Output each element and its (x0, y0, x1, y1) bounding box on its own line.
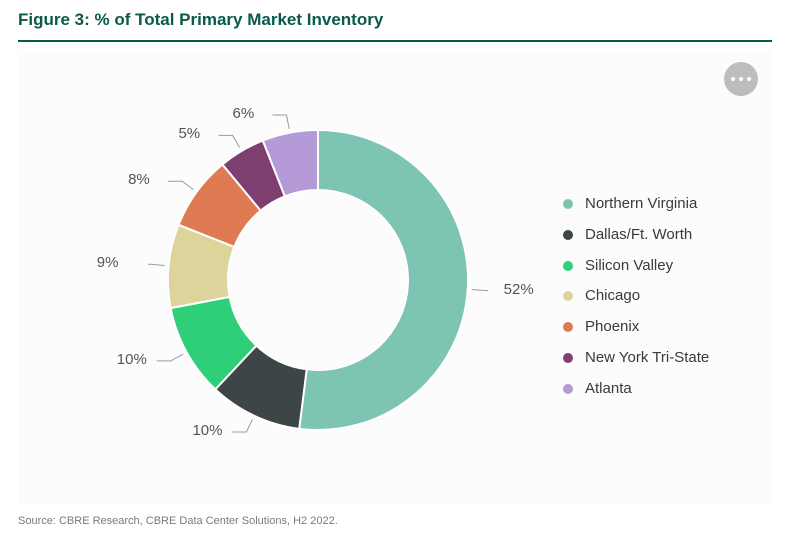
figure-container: Figure 3: % of Total Primary Market Inve… (0, 0, 790, 555)
slice-label-5: 5% (178, 125, 200, 142)
more-options-button[interactable] (724, 62, 758, 96)
leader-line (157, 354, 183, 361)
legend-item-5[interactable]: New York Tri-State (563, 349, 748, 368)
slice-label-6: 6% (233, 105, 255, 122)
donut-chart: 52%10%10%9%8%5%6% (148, 110, 488, 450)
legend-swatch (563, 384, 573, 394)
slice-label-0: 52% (504, 281, 534, 298)
legend-swatch (563, 291, 573, 301)
legend-item-4[interactable]: Phoenix (563, 318, 748, 337)
legend-item-0[interactable]: Northern Virginia (563, 195, 748, 214)
legend-label: Chicago (585, 287, 640, 306)
legend-label: New York Tri-State (585, 349, 709, 368)
legend-swatch (563, 322, 573, 332)
legend-label: Silicon Valley (585, 257, 673, 276)
legend-swatch (563, 261, 573, 271)
figure-title: Figure 3: % of Total Primary Market Inve… (18, 10, 772, 30)
leader-line (148, 264, 165, 265)
leader-line (273, 115, 290, 129)
legend-label: Atlanta (585, 380, 632, 399)
donut-slice-0[interactable] (299, 130, 468, 430)
leader-line (232, 419, 252, 432)
slice-label-3: 9% (97, 254, 119, 271)
chart-panel: 52%10%10%9%8%5%6% Northern VirginiaDalla… (18, 50, 772, 505)
legend-swatch (563, 353, 573, 363)
slice-label-1: 10% (192, 422, 222, 439)
legend-item-2[interactable]: Silicon Valley (563, 257, 748, 276)
legend-label: Dallas/Ft. Worth (585, 226, 692, 245)
donut-svg (148, 110, 488, 450)
legend-item-1[interactable]: Dallas/Ft. Worth (563, 226, 748, 245)
leader-line (218, 135, 239, 147)
legend-label: Phoenix (585, 318, 639, 337)
legend-label: Northern Virginia (585, 195, 697, 214)
slice-label-2: 10% (117, 351, 147, 368)
leader-line (472, 290, 488, 291)
legend-item-6[interactable]: Atlanta (563, 380, 748, 399)
source-text: Source: CBRE Research, CBRE Data Center … (18, 515, 772, 527)
legend-swatch (563, 199, 573, 209)
legend-item-3[interactable]: Chicago (563, 287, 748, 306)
legend-swatch (563, 230, 573, 240)
title-rule (18, 40, 772, 42)
leader-line (168, 181, 193, 189)
legend: Northern Virginia Dallas/Ft. Worth Silicon… (563, 195, 748, 410)
slice-label-4: 8% (128, 171, 150, 188)
